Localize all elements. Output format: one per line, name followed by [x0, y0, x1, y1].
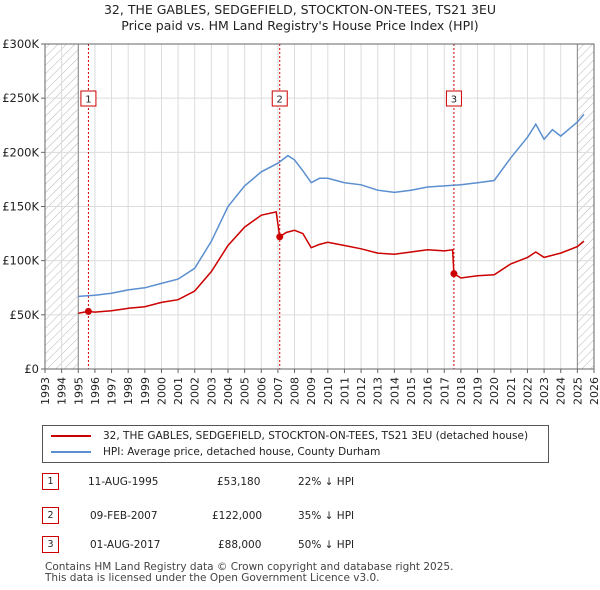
transaction-badge: 2: [42, 507, 59, 524]
chart-legend: 32, THE GABLES, SEDGEFIELD, STOCKTON-ON-…: [42, 425, 549, 463]
legend-property-label: 32, THE GABLES, SEDGEFIELD, STOCKTON-ON-…: [103, 430, 529, 442]
x-tick-label: 2025: [571, 377, 584, 405]
x-tick-label: 1995: [72, 377, 85, 405]
y-tick-label: £200K: [2, 145, 39, 159]
transaction-hpi: 22% ↓ HPI: [298, 476, 355, 488]
x-tick-label: 2013: [372, 377, 385, 405]
sale-badge-label: 3: [451, 95, 457, 106]
x-tick-label: 2010: [322, 377, 335, 405]
x-tick-label: 2020: [488, 377, 501, 405]
legend-hpi: HPI: Average price, detached house, Coun…: [51, 444, 380, 460]
y-tick-label: £150K: [2, 200, 39, 214]
y-tick-label: £300K: [2, 37, 39, 51]
x-tick-label: 2001: [172, 377, 185, 405]
x-tick-label: 2018: [455, 377, 468, 405]
legend-hpi-label: HPI: Average price, detached house, Coun…: [103, 446, 381, 458]
sale-badge-box: [445, 90, 462, 107]
sale-point: [276, 233, 284, 241]
chart-title: 32, THE GABLES, SEDGEFIELD, STOCKTON-ON-…: [103, 2, 497, 17]
x-tick-label: 1993: [39, 377, 52, 405]
x-tick-label: 2022: [521, 377, 534, 405]
x-tick-label: 2002: [189, 377, 202, 405]
x-tick-label: 2000: [155, 377, 168, 405]
x-tick-label: 1999: [139, 377, 152, 405]
transaction-badge: 3: [42, 536, 59, 553]
y-tick-label: £0: [24, 362, 39, 376]
transaction-row: 2 09-FEB-2007 £122,000 35% ↓ HPI: [42, 507, 542, 527]
x-tick-label: 2012: [355, 377, 368, 405]
transaction-hpi: 35% ↓ HPI: [298, 510, 355, 522]
x-tick-label: 2016: [422, 377, 435, 405]
sale-badge-box: [80, 90, 97, 107]
y-tick-label: £50K: [10, 308, 40, 322]
transaction-date: 11-AUG-1995: [88, 476, 159, 488]
sale-badge-box: [271, 90, 288, 107]
hpi-series-line: [78, 113, 585, 298]
transaction-date: 01-AUG-2017: [90, 539, 161, 551]
x-tick-label: 2014: [388, 377, 401, 405]
x-tick-label: 2009: [305, 377, 318, 405]
x-tick-label: 2003: [205, 377, 218, 405]
price-chart: 1 2 3 £0 £50K £100K £150K £200K £250K £300K 1993 19…: [2, 37, 600, 405]
x-tick-label: 1998: [122, 377, 135, 405]
legend-property-line: [51, 435, 91, 437]
transaction-date: 09-FEB-2007: [90, 510, 158, 522]
sale-point: [450, 270, 458, 278]
x-tick-label: 2005: [239, 377, 252, 405]
legend-property: 32, THE GABLES, SEDGEFIELD, STOCKTON-ON-…: [51, 428, 528, 444]
footer-copyright: Contains HM Land Registry data © Crown c…: [45, 561, 454, 573]
x-tick-label: 1997: [106, 377, 119, 405]
x-tick-label: 2017: [438, 377, 451, 405]
transaction-price: £53,180: [217, 476, 261, 488]
transaction-row: 3 01-AUG-2017 £88,000 50% ↓ HPI: [42, 536, 542, 556]
transaction-price: £122,000: [212, 510, 263, 522]
transaction-hpi: 50% ↓ HPI: [298, 539, 355, 551]
property-series-line: [78, 210, 585, 314]
x-tick-label: 2007: [272, 377, 285, 405]
transaction-badge: 1: [42, 473, 59, 490]
x-tick-label: 2006: [255, 377, 268, 405]
x-tick-label: 2004: [222, 377, 235, 405]
x-tick-label: 2021: [505, 377, 518, 405]
transaction-row: 1 11-AUG-1995 £53,180 22% ↓ HPI: [42, 473, 542, 493]
sale-badge-label: 2: [277, 95, 283, 106]
x-tick-label: 2019: [472, 377, 485, 405]
x-tick-label: 2024: [555, 377, 568, 405]
x-tick-label: 2015: [405, 377, 418, 405]
x-tick-label: 1994: [56, 377, 69, 405]
transaction-price: £88,000: [218, 539, 262, 551]
legend-hpi-line: [51, 451, 91, 453]
x-tick-label: 1996: [89, 377, 102, 405]
chart-subtitle: Price paid vs. HM Land Registry's House …: [121, 18, 479, 33]
x-tick-label: 2026: [588, 377, 600, 405]
footer-licence: This data is licensed under the Open Gov…: [45, 572, 380, 584]
y-tick-label: £100K: [2, 254, 39, 268]
x-tick-label: 2011: [338, 377, 351, 405]
y-tick-label: £250K: [2, 91, 39, 105]
sale-point: [84, 307, 92, 315]
x-tick-label: 2023: [538, 377, 551, 405]
sale-badge-label: 1: [85, 95, 91, 106]
x-tick-label: 2008: [289, 377, 302, 405]
